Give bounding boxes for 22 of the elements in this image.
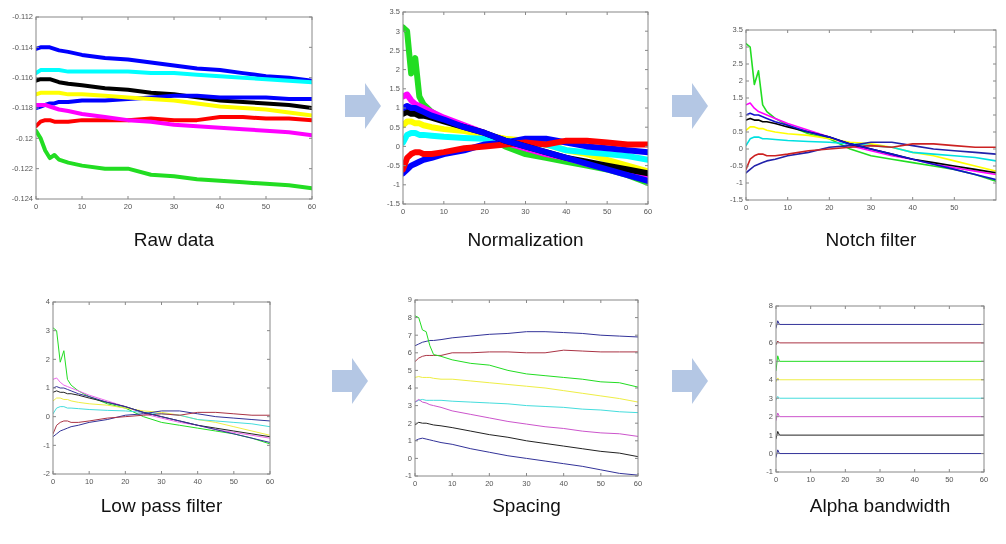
line-series xyxy=(415,349,638,363)
line-series xyxy=(415,421,638,458)
line-series xyxy=(36,128,312,191)
text: Normalization xyxy=(467,229,584,250)
text: Alpha bandwidth xyxy=(809,495,951,516)
text: Notch filter xyxy=(825,229,918,250)
text: Low pass filter xyxy=(100,495,223,516)
line-series xyxy=(36,102,312,138)
line-series xyxy=(746,126,996,172)
line-series xyxy=(415,331,638,347)
text: Spacing xyxy=(492,495,561,516)
line-series xyxy=(36,68,312,85)
text: Raw data xyxy=(133,229,215,250)
line-series xyxy=(415,437,638,476)
line-series xyxy=(746,112,996,181)
line-series xyxy=(746,136,996,162)
line-series xyxy=(415,398,638,414)
line-series xyxy=(415,398,638,437)
line-series xyxy=(415,376,638,403)
line-series xyxy=(415,315,638,388)
line-series xyxy=(36,90,312,118)
line-series xyxy=(36,45,312,83)
